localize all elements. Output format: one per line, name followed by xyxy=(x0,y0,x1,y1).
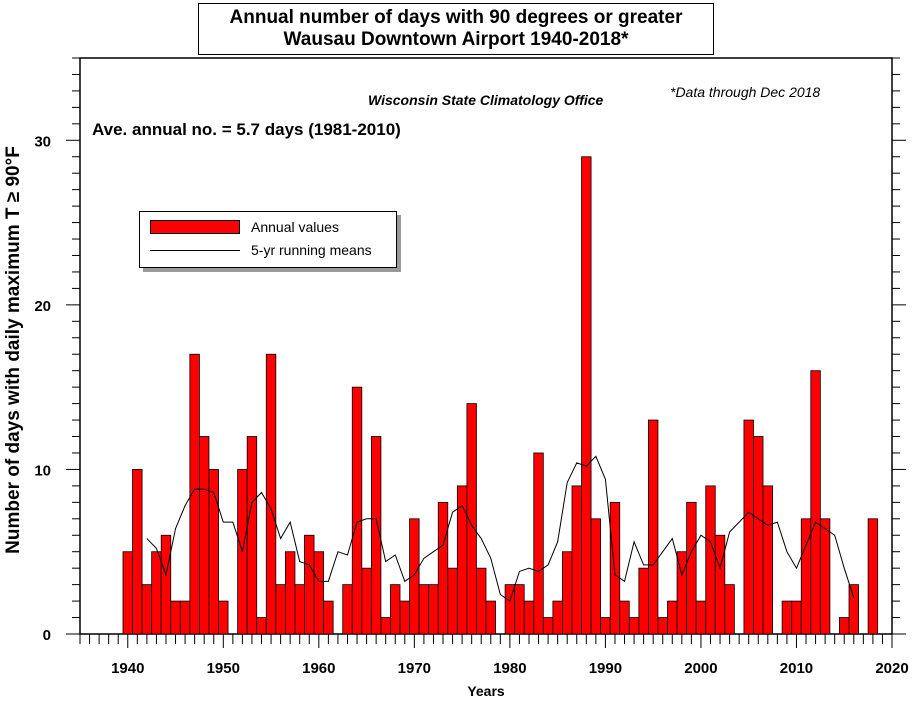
bar-1968 xyxy=(390,584,401,635)
legend: Annual values 5-yr running means xyxy=(139,211,397,268)
bar-1985 xyxy=(552,600,563,635)
legend-label-annual: Annual values xyxy=(251,219,339,235)
y-tick-label-0: 0 xyxy=(43,627,51,644)
x-tick-label-2020: 2020 xyxy=(875,660,908,677)
bar-1967 xyxy=(380,617,391,635)
x-tick-label-1950: 1950 xyxy=(207,660,240,677)
bar-1972 xyxy=(428,584,439,635)
bar-1983 xyxy=(533,452,544,635)
axes: 1940 1950 1960 1970 1980 1990 2000 2010 2020 0 10 2… xyxy=(34,57,909,677)
average-note: Ave. annual no. = 5.7 days (1981-2010) xyxy=(92,120,401,139)
legend-bar-swatch xyxy=(150,220,240,234)
y-tick-label-20: 20 xyxy=(34,298,51,315)
bar-1988 xyxy=(581,156,592,635)
bar-1946 xyxy=(179,600,191,635)
bar-1963 xyxy=(342,584,353,635)
bar-1957 xyxy=(284,551,296,635)
bar-1940 xyxy=(122,551,133,635)
bar-1991 xyxy=(609,501,621,635)
bar-2012 xyxy=(810,370,821,635)
bar-1977 xyxy=(476,567,487,635)
bar-1987 xyxy=(571,485,582,635)
bar-1948 xyxy=(199,436,210,635)
x-tick-label-1940: 1940 xyxy=(111,660,144,677)
bar-1959 xyxy=(304,534,315,635)
bar-1955 xyxy=(265,353,277,635)
bar-2003 xyxy=(724,584,735,635)
bar-1981 xyxy=(514,584,525,635)
bar-1954 xyxy=(256,617,267,635)
x-tick-label-1980: 1980 xyxy=(493,660,526,677)
y-tick-label-30: 30 xyxy=(34,133,51,150)
bar-1992 xyxy=(619,600,630,635)
bar-2007 xyxy=(762,485,773,635)
bar-2010 xyxy=(791,600,802,635)
bar-2013 xyxy=(819,518,831,635)
y-axis-label: Number of days with daily maximum T ≥ 90… xyxy=(3,146,24,554)
bar-2015 xyxy=(839,617,850,635)
bar-2006 xyxy=(753,436,764,635)
bar-1965 xyxy=(361,567,372,635)
bar-1956 xyxy=(275,584,286,635)
bar-1996 xyxy=(657,617,668,635)
bar-1995 xyxy=(648,419,659,635)
bar-1950 xyxy=(218,600,229,635)
bar-2002 xyxy=(714,534,726,635)
bar-1993 xyxy=(628,617,640,635)
bar-1960 xyxy=(313,551,324,635)
bar-1944 xyxy=(160,534,172,635)
bar-1958 xyxy=(294,584,305,635)
bar-1998 xyxy=(676,551,688,635)
bar-2016 xyxy=(848,584,859,635)
x-tick-label-2000: 2000 xyxy=(684,660,717,677)
x-axis-label: Years xyxy=(467,683,505,699)
bar-2000 xyxy=(695,600,707,635)
legend-label-running: 5-yr running means xyxy=(251,242,372,258)
bar-2018 xyxy=(867,518,879,635)
bar-1949 xyxy=(208,469,219,635)
bar-1941 xyxy=(132,469,143,635)
bar-1997 xyxy=(667,600,678,635)
bar-2005 xyxy=(743,419,754,635)
running-mean-line xyxy=(146,455,855,602)
chart-title: Annual number of days with 90 degrees or… xyxy=(198,3,714,55)
x-tick-label-2010: 2010 xyxy=(780,660,813,677)
bar-1971 xyxy=(418,584,430,635)
x-tick-label-1990: 1990 xyxy=(589,660,622,677)
bar-1982 xyxy=(523,600,535,635)
bar-1984 xyxy=(542,617,554,635)
bar-1989 xyxy=(590,518,602,635)
bar-1953 xyxy=(246,436,258,635)
bar-2001 xyxy=(705,485,716,635)
bar-1964 xyxy=(351,386,363,635)
bar-1969 xyxy=(399,600,410,635)
title-line-2: Wausau Downtown Airport 1940-2018* xyxy=(283,29,629,50)
bar-1974 xyxy=(447,567,458,635)
x-tick-label-1970: 1970 xyxy=(398,660,431,677)
bar-1978 xyxy=(485,600,496,635)
bar-1973 xyxy=(437,501,449,635)
source-note: Wisconsin State Climatology Office xyxy=(368,92,604,108)
bar-1942 xyxy=(141,584,153,635)
bar-1999 xyxy=(686,501,697,635)
x-tick-label-1960: 1960 xyxy=(302,660,335,677)
bar-1943 xyxy=(151,551,162,635)
bar-1990 xyxy=(600,617,611,635)
bar-1945 xyxy=(170,600,181,635)
bar-2009 xyxy=(781,600,793,635)
bar-1986 xyxy=(562,551,573,635)
bar-1961 xyxy=(323,600,334,635)
bar-1994 xyxy=(638,567,649,635)
y-tick-label-10: 10 xyxy=(34,462,51,479)
legend-line-swatch xyxy=(150,250,240,251)
title-line-1: Annual number of days with 90 degrees or… xyxy=(229,7,683,28)
data-through-note: *Data through Dec 2018 xyxy=(670,84,821,100)
bar-1970 xyxy=(409,518,420,635)
